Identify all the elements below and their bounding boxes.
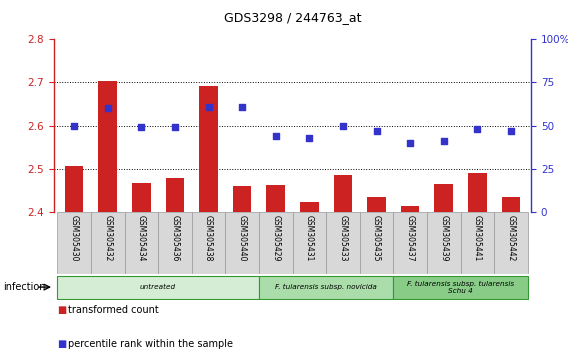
Text: GSM305442: GSM305442 — [507, 216, 515, 262]
Text: F. tularensis subsp. tularensis
Schu 4: F. tularensis subsp. tularensis Schu 4 — [407, 280, 514, 294]
Bar — [360, 212, 393, 274]
Text: GSM305436: GSM305436 — [170, 216, 179, 262]
Bar — [300, 201, 319, 212]
Bar — [166, 178, 184, 212]
Bar — [502, 197, 520, 212]
Bar — [233, 185, 252, 212]
Text: GSM305431: GSM305431 — [305, 216, 314, 262]
Point — [237, 104, 247, 109]
Point — [204, 104, 213, 109]
Bar — [57, 276, 259, 298]
Bar — [199, 86, 218, 212]
Point — [439, 138, 448, 144]
Bar — [158, 212, 192, 274]
Bar — [333, 175, 352, 212]
Point — [372, 128, 381, 134]
Point — [103, 105, 112, 111]
Bar — [259, 276, 393, 298]
Text: percentile rank within the sample: percentile rank within the sample — [68, 339, 233, 349]
Text: GSM305434: GSM305434 — [137, 216, 146, 262]
Bar — [65, 166, 83, 212]
Text: GSM305440: GSM305440 — [237, 216, 247, 262]
Bar — [468, 173, 487, 212]
Bar — [124, 212, 158, 274]
Bar — [98, 81, 117, 212]
Text: ■: ■ — [57, 305, 66, 315]
Bar — [57, 212, 91, 274]
Point — [507, 128, 516, 134]
Text: ■: ■ — [57, 339, 66, 349]
Bar — [427, 212, 461, 274]
Text: untreated: untreated — [140, 284, 176, 290]
Point — [406, 140, 415, 146]
Text: GSM305430: GSM305430 — [70, 216, 78, 262]
Text: GDS3298 / 244763_at: GDS3298 / 244763_at — [224, 11, 361, 24]
Text: infection: infection — [3, 282, 45, 292]
Point — [305, 135, 314, 141]
Bar — [326, 212, 360, 274]
Bar — [393, 276, 528, 298]
Point — [137, 125, 146, 130]
Bar — [393, 212, 427, 274]
Text: GSM305433: GSM305433 — [339, 216, 348, 262]
Bar — [266, 185, 285, 212]
Text: GSM305441: GSM305441 — [473, 216, 482, 262]
Text: GSM305432: GSM305432 — [103, 216, 112, 262]
Point — [339, 123, 348, 129]
Bar — [259, 212, 293, 274]
Point — [271, 133, 280, 139]
Bar — [132, 183, 151, 212]
Text: GSM305429: GSM305429 — [272, 216, 280, 262]
Bar — [91, 212, 124, 274]
Bar — [494, 212, 528, 274]
Text: GSM305438: GSM305438 — [204, 216, 213, 262]
Point — [473, 126, 482, 132]
Text: GSM305435: GSM305435 — [372, 216, 381, 262]
Bar — [401, 206, 419, 212]
Bar — [225, 212, 259, 274]
Text: GSM305439: GSM305439 — [439, 216, 448, 262]
Point — [69, 123, 78, 129]
Text: GSM305437: GSM305437 — [406, 216, 415, 262]
Text: F. tularensis subsp. novicida: F. tularensis subsp. novicida — [275, 284, 377, 290]
Bar — [192, 212, 225, 274]
Text: transformed count: transformed count — [68, 305, 159, 315]
Point — [170, 125, 179, 130]
Bar — [293, 212, 326, 274]
Bar — [461, 212, 494, 274]
Bar — [367, 197, 386, 212]
Bar — [435, 184, 453, 212]
